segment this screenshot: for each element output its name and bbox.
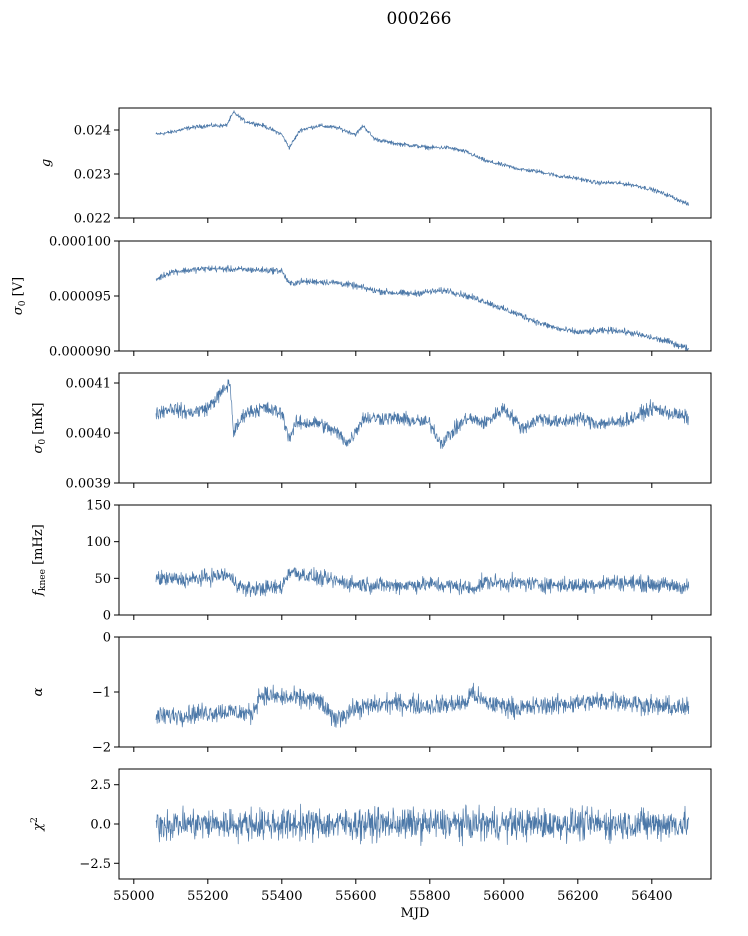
- x-axis-label: MJD: [401, 906, 430, 921]
- y-axis-label: χ2: [30, 817, 46, 832]
- y-tick-label: 0.000095: [49, 290, 111, 305]
- y-tick-label: 50: [94, 572, 111, 587]
- series-line-3-1: [155, 379, 689, 449]
- x-tick-label: 55200: [187, 889, 228, 904]
- y-tick-label: 150: [86, 499, 111, 514]
- axes-frame: [118, 107, 712, 219]
- x-tick-label: 55000: [113, 889, 154, 904]
- y-tick-label: 100: [86, 535, 111, 550]
- y-axis-label: σ0 [V]: [11, 277, 28, 315]
- y-axis-label: σ0 [mK]: [31, 403, 48, 454]
- y-tick-label: 0.0040: [66, 427, 112, 442]
- subplot-4: 0 50 100 150 fknee [mHz]: [31, 499, 712, 624]
- y-tick-label: 0.000090: [49, 345, 111, 360]
- subplot-2: 0.000090 0.000095 0.000100 σ0 [V]: [11, 235, 712, 360]
- y-tick-label: 0.0039: [66, 477, 112, 492]
- y-tick-label: 0.023: [74, 168, 111, 183]
- axes-frame: [118, 372, 712, 484]
- x-tick-label: 56200: [557, 889, 598, 904]
- series-line-5-1: [155, 682, 690, 728]
- axes-frame: [118, 636, 712, 748]
- y-tick-label: −2.5: [79, 857, 111, 872]
- x-tick-label: 55800: [409, 889, 450, 904]
- series-line-1-1: [155, 110, 690, 206]
- y-axis-label: fknee [mHz]: [31, 524, 48, 597]
- y-tick-label: 0.0: [90, 818, 111, 833]
- x-tick-label: 55400: [261, 889, 302, 904]
- series-line-4-1: [155, 566, 690, 598]
- y-tick-label: 2.5: [90, 778, 111, 793]
- y-tick-label: −2: [92, 741, 111, 756]
- series-line-2-1: [155, 264, 690, 351]
- subplot-1: 0.022 0.023 0.024 g: [39, 107, 712, 227]
- axes-frame: [118, 504, 712, 616]
- x-tick-label: 56400: [631, 889, 672, 904]
- y-tick-label: 0.000100: [49, 235, 111, 250]
- y-tick-label: −1: [92, 686, 111, 701]
- figure-title: 000266: [387, 9, 452, 29]
- x-tick-label: 55600: [335, 889, 376, 904]
- y-axis-label: α: [31, 687, 46, 696]
- y-tick-label: 0: [103, 631, 111, 646]
- y-axis-label: g: [39, 159, 54, 167]
- subplot-5: −2 −1 0 α: [31, 631, 712, 756]
- y-tick-label: 0.0041: [66, 377, 112, 392]
- x-tick-label: 56000: [483, 889, 524, 904]
- y-tick-label: 0: [103, 609, 111, 624]
- subplot-6: −2.5 0.0 2.5 55000 55200 55400 55600 55800 56000…: [30, 768, 712, 921]
- y-tick-label: 0.022: [74, 212, 111, 227]
- series-line-6-1: [155, 803, 690, 847]
- subplot-3: 0.0039 0.0040 0.0041 σ0 [mK]: [31, 372, 712, 492]
- subplot-grid: 0.0220.0230.024g0.0000900.0000950.000100…: [11, 107, 712, 921]
- y-tick-label: 0.024: [74, 124, 111, 139]
- axes-frame: [118, 240, 712, 352]
